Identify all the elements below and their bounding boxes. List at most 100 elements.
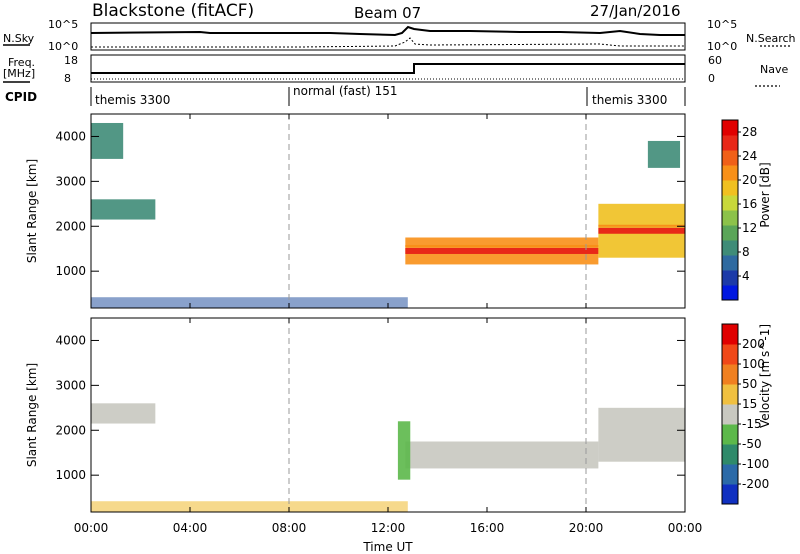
echo-band-edge-4 <box>598 224 685 227</box>
colorbar-swatch-2 <box>722 464 738 485</box>
echo-band-2 <box>405 441 599 469</box>
nsearch-tick-bottom: 10^0 <box>707 40 737 53</box>
colorbar-swatch-7 <box>722 364 738 385</box>
x-tick-label-5: 20:00 <box>569 521 604 535</box>
echo-band-edge-3 <box>405 244 599 247</box>
nsky-panel: N.Sky 10^5 10^0 10^5 10^0 N.Search <box>3 18 796 53</box>
colorbar-swatch-4 <box>722 240 738 256</box>
y-tick-label-3000: 3000 <box>55 378 86 392</box>
colorbar-tick-label--200: -200 <box>742 477 769 491</box>
cpid-segment-2: normal (fast) 151 <box>293 84 397 98</box>
colorbar-swatch-9 <box>722 165 738 181</box>
power-echo-marks <box>91 114 685 308</box>
colorbar-swatch-8 <box>722 180 738 196</box>
y-tick-label-2000: 2000 <box>55 423 86 437</box>
colorbar-swatch-3 <box>722 255 738 271</box>
colorbar-swatch-7 <box>722 195 738 211</box>
colorbar-tick-label--50: -50 <box>742 437 762 451</box>
power-y-axis: 1000 2000 3000 4000 <box>55 129 685 278</box>
echo-band-core-3 <box>405 247 599 254</box>
colorbar-frame <box>721 323 739 505</box>
y-tick-label-1000: 1000 <box>55 468 86 482</box>
colorbar-tick-label-24: 24 <box>742 149 757 163</box>
colorbar-swatch-12 <box>722 120 738 136</box>
colorbar-swatch-4 <box>722 424 738 445</box>
y-tick-label-2000: 2000 <box>55 219 86 233</box>
colorbar-swatch-11 <box>722 135 738 151</box>
nave-tick-bottom: 0 <box>708 72 715 85</box>
x-axis-label: Time UT <box>362 540 413 554</box>
colorbar-swatch-1 <box>722 285 738 301</box>
power-colorbar-label: Power [dB] <box>758 162 772 227</box>
cpid-segment-1: themis 3300 <box>95 93 170 107</box>
date-title: 27/Jan/2016 <box>590 2 681 20</box>
cpid-row: CPID themis 3300 normal (fast) 151 themi… <box>5 84 686 107</box>
colorbar-tick-label-4: 4 <box>742 269 750 283</box>
nsky-label: N.Sky <box>3 32 35 45</box>
colorbar-tick-label-16: 16 <box>742 197 757 211</box>
x-tick-label-0: 00:00 <box>74 521 109 535</box>
colorbar-frame <box>721 119 739 301</box>
colorbar-swatch-5 <box>722 225 738 241</box>
velocity-y-axis: 1000 2000 3000 4000 <box>55 333 685 482</box>
nave-label: Nave <box>760 63 788 76</box>
echo-band-core-4 <box>598 227 685 234</box>
x-tick-label-2: 08:00 <box>272 521 307 535</box>
freq-label-line2: [MHz] <box>3 67 35 80</box>
x-tick-label-3: 12:00 <box>371 521 406 535</box>
velocity-y-label: Slant Range [km] <box>25 363 39 467</box>
colorbar-tick-label-8: 8 <box>742 245 750 259</box>
colorbar-swatch-5 <box>722 404 738 425</box>
beam-title: Beam 07 <box>354 4 421 22</box>
nave-tick-top: 60 <box>708 54 722 67</box>
colorbar-tick-label-50: 50 <box>742 377 757 391</box>
y-tick-label-4000: 4000 <box>55 333 86 347</box>
station-title: Blackstone (fitACF) <box>92 1 254 21</box>
echo-band-2 <box>91 122 124 159</box>
echo-band-1 <box>91 403 156 424</box>
cpid-label: CPID <box>5 90 37 104</box>
ground-scatter-strip <box>91 501 408 512</box>
nsky-tick-bottom: 10^0 <box>48 40 78 53</box>
velocity-echo-marks <box>91 318 685 512</box>
y-tick-label-4000: 4000 <box>55 129 86 143</box>
colorbar-swatch-3 <box>722 444 738 465</box>
colorbar-swatch-2 <box>722 270 738 286</box>
freq-tick-top: 18 <box>64 54 78 67</box>
echo-band-1 <box>91 199 156 220</box>
colorbar-swatch-6 <box>722 210 738 226</box>
freq-tick-bottom: 8 <box>64 72 71 85</box>
colorbar-swatch-1 <box>722 484 738 505</box>
y-tick-label-3000: 3000 <box>55 174 86 188</box>
colorbar-tick-label--100: -100 <box>742 457 769 471</box>
velocity-panel: 1000 2000 3000 4000 Slant Range [km] 200 100… <box>25 317 772 513</box>
colorbar-tick-label-28: 28 <box>742 125 757 139</box>
colorbar-tick-label-200: 200 <box>742 337 765 351</box>
freq-label-line1: Freq. <box>8 56 35 69</box>
x-tick-label-6: 00:00 <box>668 521 703 535</box>
colorbar-tick-label-12: 12 <box>742 221 757 235</box>
colorbar-swatch-6 <box>722 384 738 405</box>
time-x-axis: 00:00 04:00 08:00 12:00 16:00 20:00 00:00 <box>74 114 703 535</box>
power-colorbar: 4 8 12 16 20 24 28 <box>721 119 757 301</box>
nsky-tick-top: 10^5 <box>48 18 78 31</box>
power-y-label: Slant Range [km] <box>25 159 39 263</box>
nsearch-tick-top: 10^5 <box>707 18 737 31</box>
colorbar-tick-label-100: 100 <box>742 357 765 371</box>
colorbar-tick-label--15: -15 <box>742 417 762 431</box>
velocity-colorbar-label: Velocity [m s^-1] <box>758 324 772 428</box>
velocity-colorbar: 200 100 50 15 -15 -50 -100 -200 <box>721 323 769 505</box>
x-tick-label-4: 16:00 <box>470 521 505 535</box>
freq-panel: Freq. [MHz] 18 8 60 0 Nave <box>3 54 788 87</box>
echo-band-3 <box>598 407 685 462</box>
echo-band-5 <box>647 140 681 168</box>
colorbar-tick-label-20: 20 <box>742 173 757 187</box>
nsearch-label: N.Search <box>746 32 796 45</box>
colorbar-swatch-10 <box>722 150 738 166</box>
colorbar-swatch-9 <box>722 324 738 345</box>
colorbar-swatch-8 <box>722 344 738 365</box>
echo-band-4 <box>397 421 411 480</box>
cpid-segment-3: themis 3300 <box>592 93 667 107</box>
power-panel: 1000 2000 3000 4000 Slant Range [km] 4 8 12 16… <box>25 113 772 309</box>
